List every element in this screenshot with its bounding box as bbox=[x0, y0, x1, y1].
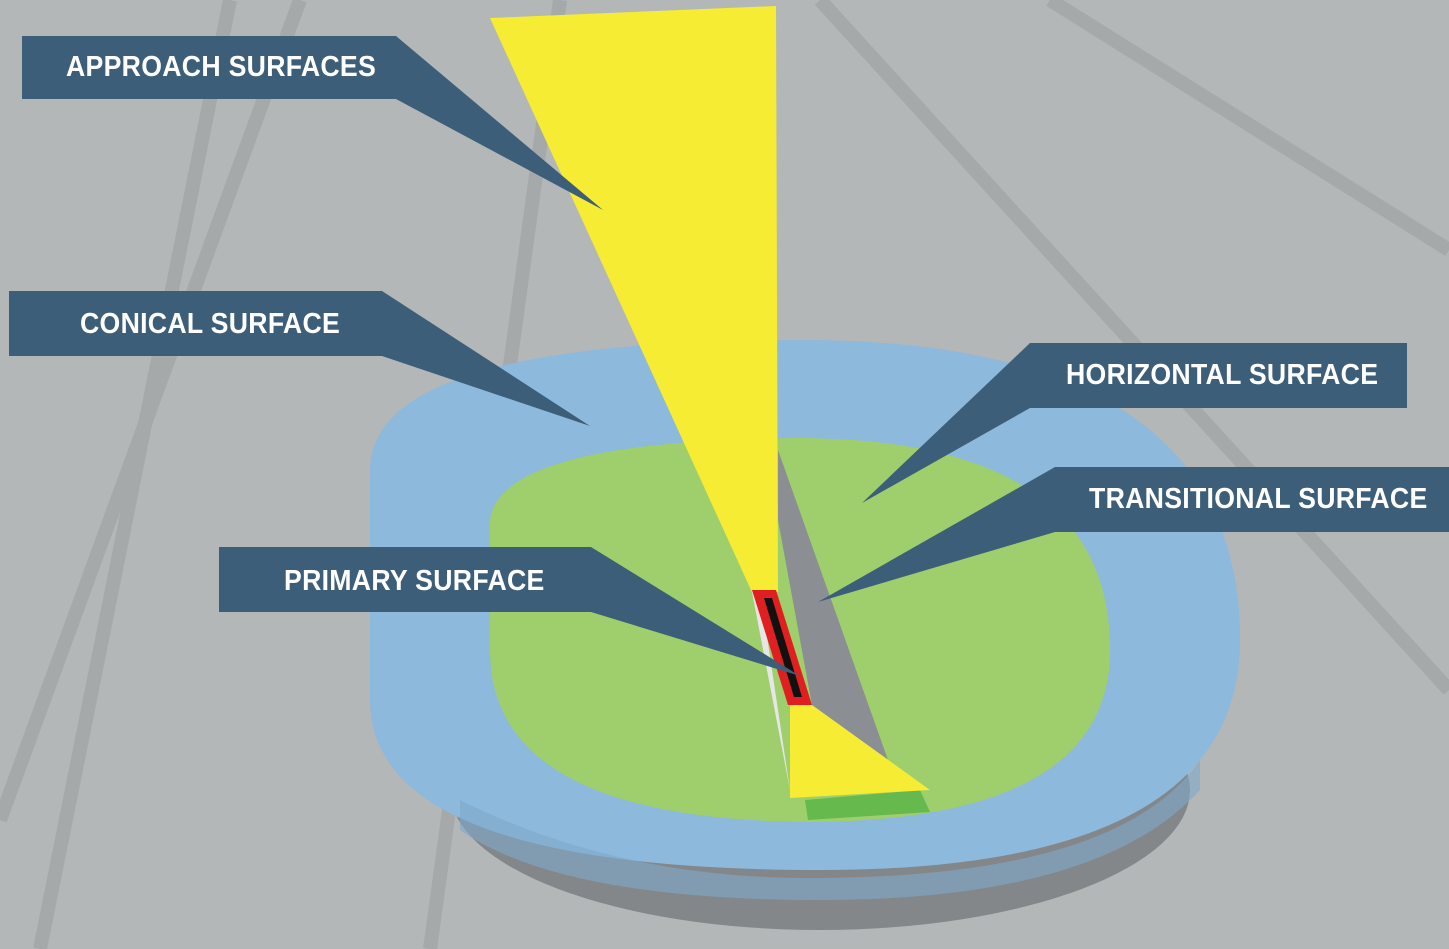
approach-surface-far bbox=[490, 6, 778, 592]
horizontal-surface-label: HORIZONTAL SURFACE bbox=[1066, 359, 1379, 391]
primary-surface-label: PRIMARY SURFACE bbox=[284, 565, 545, 597]
conical-surface-rim bbox=[460, 760, 1200, 900]
transitional-surface-right bbox=[778, 450, 888, 760]
grid-line bbox=[33, 0, 237, 949]
conical-surface-label: CONICAL SURFACE bbox=[80, 308, 341, 340]
approach-surfaces-label: APPROACH SURFACES bbox=[66, 51, 377, 83]
callout-transitional bbox=[818, 467, 1449, 602]
grid-line bbox=[1046, 0, 1449, 256]
horizontal-surface-patch bbox=[805, 790, 930, 820]
callout-horizontal bbox=[862, 343, 1407, 503]
callout-approach bbox=[22, 36, 603, 210]
callout-primary bbox=[219, 547, 800, 676]
transitional-surface-label: TRANSITIONAL SURFACE bbox=[1089, 483, 1428, 515]
approach-surface-near bbox=[790, 705, 930, 798]
callout-conical bbox=[9, 291, 590, 426]
